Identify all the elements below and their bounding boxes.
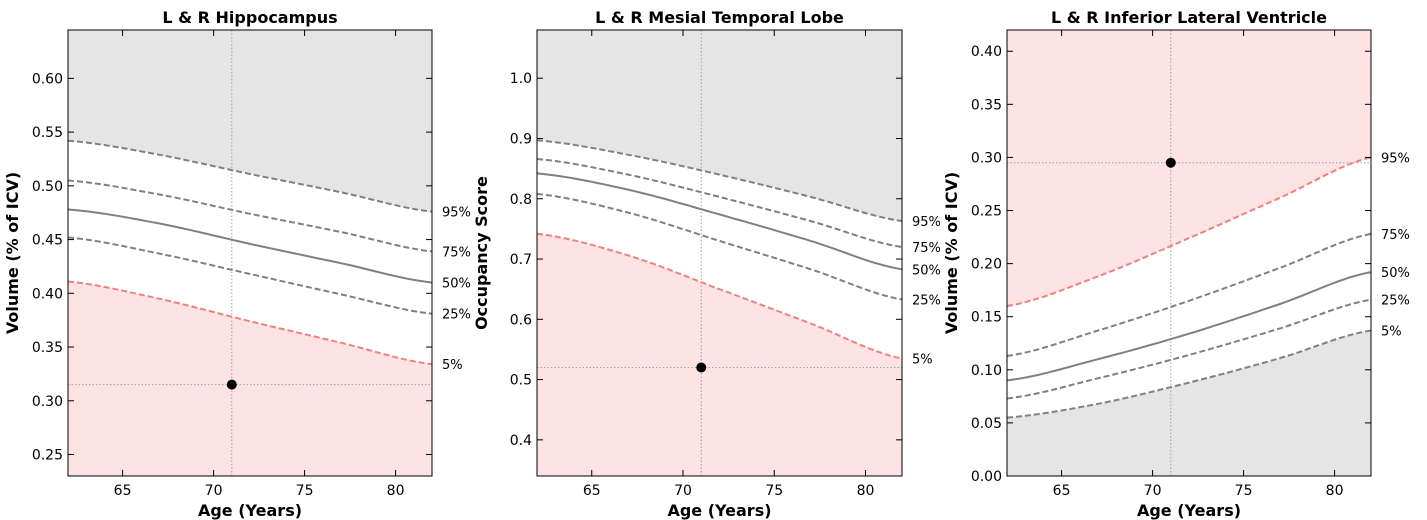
y-tick-label: 0.40 bbox=[32, 286, 63, 302]
y-tick-label: 0.10 bbox=[971, 363, 1002, 379]
y-tick-label: 0.7 bbox=[510, 252, 532, 268]
percentile-label-25: 25% bbox=[442, 308, 471, 323]
chart-title: L & R Inferior Lateral Ventricle bbox=[1051, 8, 1327, 27]
x-tick-label: 75 bbox=[765, 483, 783, 499]
chart-mesial-temporal-lobe: 95% 75% 50% 25% 5% 65 70 75 80 0.4 0.5 0.6 0.7 0.8 0.9… bbox=[472, 8, 941, 520]
x-axis-label: Age (Years) bbox=[198, 501, 302, 520]
y-tick-label: 0.50 bbox=[32, 179, 63, 195]
x-tick-label: 80 bbox=[1326, 483, 1344, 499]
x-tick-label: 80 bbox=[387, 483, 405, 499]
percentile-label-75: 75% bbox=[442, 245, 471, 260]
percentile-line-25 bbox=[536, 192, 903, 301]
y-tick-label: 1.0 bbox=[510, 71, 532, 87]
percentile-line-5 bbox=[536, 232, 903, 360]
x-axis-label: Age (Years) bbox=[667, 501, 771, 520]
chart-inferior-lateral-ventricle: 95% 75% 50% 25% 5% 65 70 75 80 0.00 0.05 0.10 0.15 0.… bbox=[942, 8, 1410, 520]
percentile-label-95: 95% bbox=[912, 215, 941, 230]
percentile-line-5 bbox=[67, 280, 433, 366]
y-tick-label: 0.25 bbox=[32, 448, 63, 464]
y-tick-label: 0.55 bbox=[32, 125, 63, 141]
plot-frame bbox=[67, 29, 433, 477]
percentile-line-25 bbox=[67, 236, 433, 315]
y-tick-label: 0.9 bbox=[510, 131, 532, 147]
y-tick-label: 0.45 bbox=[32, 233, 63, 249]
chart-hippocampus: 95% 75% 50% 25% 5% 65 70 75 80 0.25 0.30 0.35 0.40 0.… bbox=[3, 8, 471, 520]
percentile-label-95: 95% bbox=[442, 206, 471, 221]
x-axis-label: Age (Years) bbox=[1137, 501, 1241, 520]
y-tick-label: 0.60 bbox=[32, 71, 63, 87]
region-above-95 bbox=[68, 30, 432, 212]
plot-frame bbox=[536, 29, 903, 477]
percentile-line-75 bbox=[67, 179, 433, 253]
chart-title: L & R Hippocampus bbox=[162, 8, 337, 27]
percentile-label-50: 50% bbox=[1381, 266, 1410, 281]
region-above-95 bbox=[537, 30, 902, 222]
percentile-label-5: 5% bbox=[442, 358, 463, 373]
x-tick-label: 65 bbox=[114, 483, 132, 499]
y-axis-label: Occupancy Score bbox=[472, 176, 491, 330]
y-tick-label: 0.25 bbox=[971, 204, 1002, 220]
y-tick-label: 0.5 bbox=[510, 373, 532, 389]
plot-frame bbox=[1006, 29, 1372, 477]
subject-point bbox=[696, 362, 707, 373]
y-tick-label: 0.30 bbox=[32, 394, 63, 410]
y-tick-label: 0.8 bbox=[510, 192, 532, 208]
x-tick-label: 75 bbox=[296, 483, 314, 499]
percentile-label-95: 95% bbox=[1381, 151, 1410, 166]
x-tick-label: 80 bbox=[857, 483, 875, 499]
percentile-line-50 bbox=[1006, 271, 1372, 382]
region-above-95 bbox=[1007, 30, 1371, 307]
percentile-label-25: 25% bbox=[1381, 294, 1410, 309]
percentile-line-50 bbox=[67, 208, 433, 284]
percentile-line-50 bbox=[536, 172, 903, 271]
percentile-label-50: 50% bbox=[912, 263, 941, 278]
percentile-line-95 bbox=[67, 139, 433, 213]
percentile-label-75: 75% bbox=[1381, 228, 1410, 243]
x-tick-label: 65 bbox=[583, 483, 601, 499]
y-tick-label: 0.40 bbox=[971, 44, 1002, 60]
x-tick-label: 75 bbox=[1235, 483, 1253, 499]
x-tick-label: 70 bbox=[674, 483, 692, 499]
region-below-5 bbox=[68, 281, 432, 476]
region-below-5 bbox=[1007, 330, 1371, 476]
y-tick-label: 0.30 bbox=[971, 150, 1002, 166]
y-tick-label: 0.35 bbox=[971, 97, 1002, 113]
x-tick-label: 65 bbox=[1053, 483, 1071, 499]
y-tick-label: 0.6 bbox=[510, 312, 532, 328]
percentile-label-25: 25% bbox=[912, 293, 941, 308]
percentile-label-50: 50% bbox=[442, 277, 471, 292]
y-tick-label: 0.4 bbox=[510, 433, 532, 449]
y-tick-label: 0.05 bbox=[971, 416, 1002, 432]
chart-title: L & R Mesial Temporal Lobe bbox=[595, 8, 844, 27]
percentile-line-75 bbox=[1006, 232, 1372, 357]
y-tick-label: 0.20 bbox=[971, 257, 1002, 273]
percentile-line-95 bbox=[536, 139, 903, 223]
percentile-line-5 bbox=[1006, 329, 1372, 419]
x-tick-label: 70 bbox=[205, 483, 223, 499]
percentile-label-5: 5% bbox=[912, 352, 933, 367]
y-axis-label: Volume (% of ICV) bbox=[3, 172, 22, 334]
percentile-label-75: 75% bbox=[912, 241, 941, 256]
y-tick-label: 0.15 bbox=[971, 310, 1002, 326]
percentile-line-95 bbox=[1006, 156, 1372, 308]
subject-point bbox=[1165, 157, 1176, 168]
x-tick-label: 70 bbox=[1144, 483, 1162, 499]
y-axis-label: Volume (% of ICV) bbox=[942, 172, 961, 334]
y-tick-label: 0.35 bbox=[32, 340, 63, 356]
region-below-5 bbox=[537, 233, 902, 476]
percentile-label-5: 5% bbox=[1381, 325, 1402, 340]
subject-point bbox=[226, 379, 237, 390]
y-tick-label: 0.00 bbox=[971, 469, 1002, 485]
